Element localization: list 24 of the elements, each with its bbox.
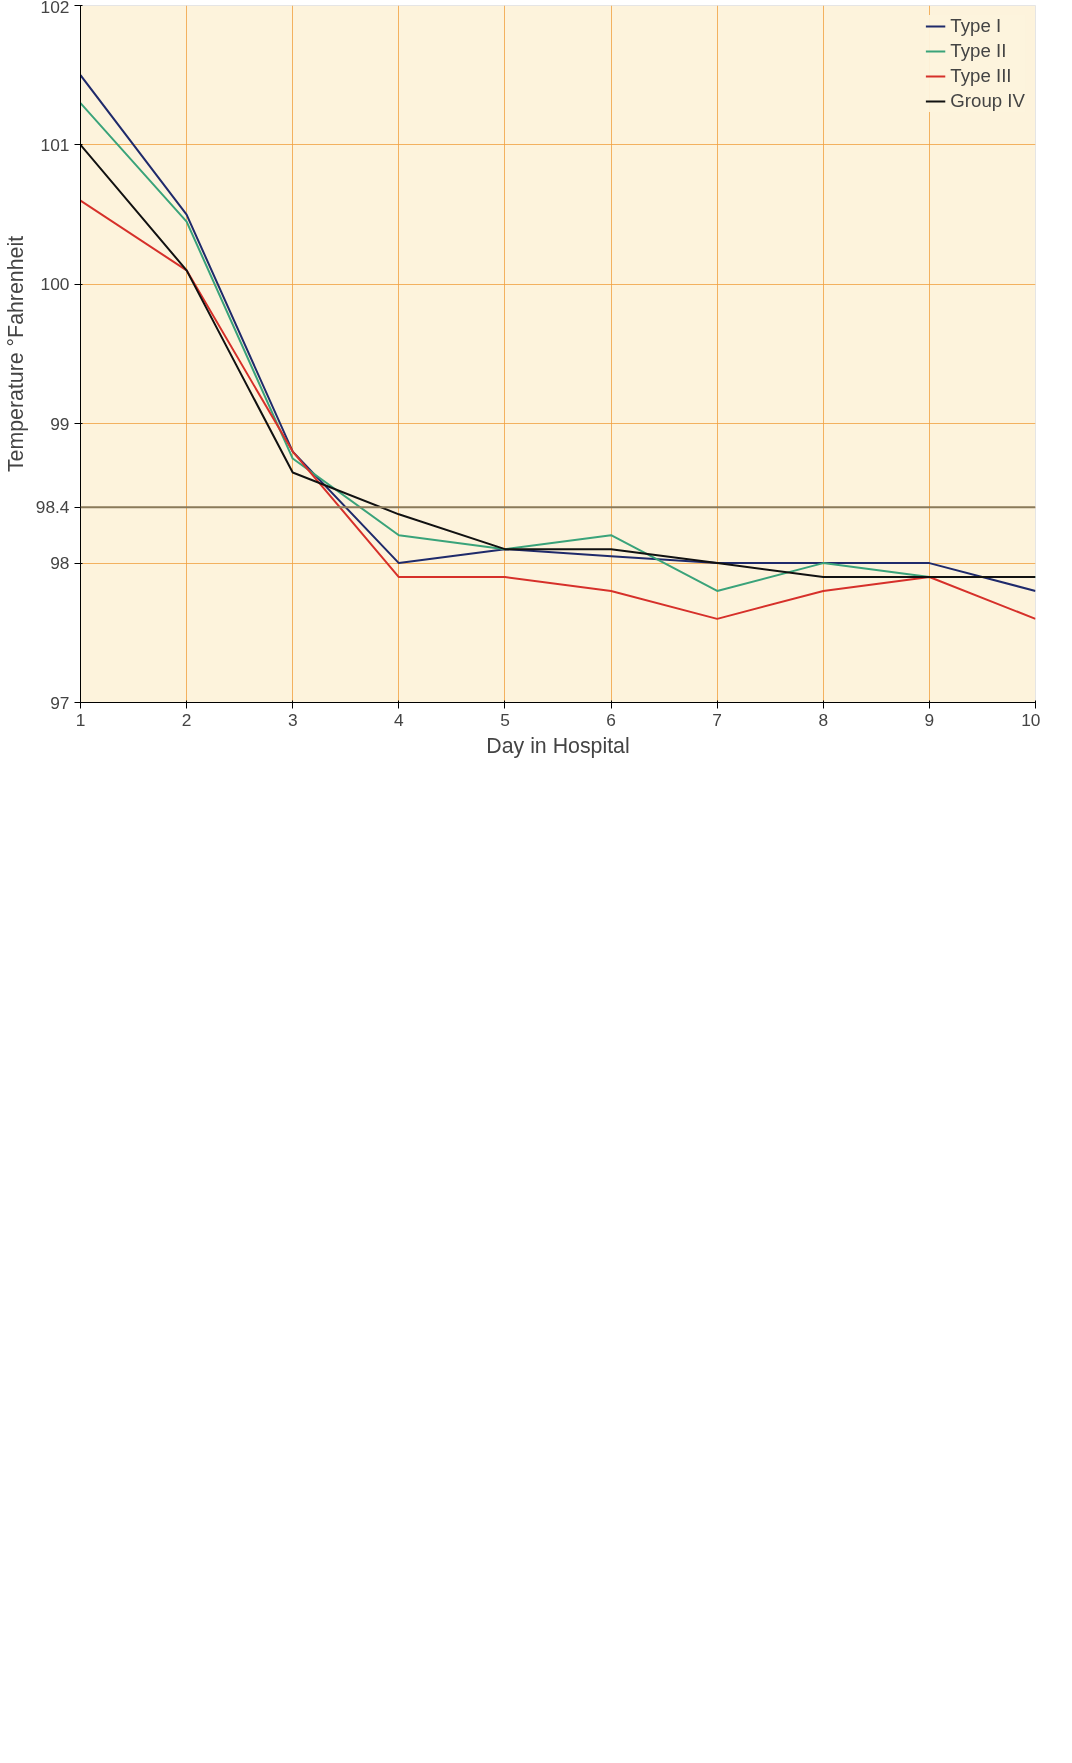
y-tick-label: 100	[40, 274, 70, 295]
y-axis-title: Temperature °Fahrenheit	[3, 235, 28, 473]
x-tick-label: 9	[924, 709, 935, 730]
x-tick-label: 2	[181, 709, 192, 730]
y-tick-label: 98.4	[35, 497, 70, 518]
x-tick-label: 8	[818, 709, 829, 730]
x-axis-title: Day in Hospital	[486, 733, 630, 758]
legend-label: Type I	[950, 15, 1002, 37]
x-tick-label: 10	[1021, 709, 1041, 730]
y-tick-label: 99	[50, 413, 70, 434]
y-tick-label: 98	[50, 553, 70, 574]
x-tick-label: 1	[75, 709, 86, 730]
legend-label: Type III	[950, 65, 1012, 87]
legend-label: Type II	[950, 40, 1007, 62]
x-tick-label: 5	[500, 709, 510, 730]
x-tick-label: 4	[394, 709, 405, 730]
x-tick-label: 3	[287, 709, 298, 730]
line-series	[80, 199, 1036, 620]
y-tick-label: 102	[40, 0, 70, 17]
y-tick-label: 101	[40, 134, 70, 155]
y-tick-label: 97	[50, 692, 70, 713]
legend-label: Group IV	[950, 90, 1025, 112]
x-tick-label: 6	[606, 709, 616, 730]
x-tick-label: 7	[712, 709, 722, 730]
